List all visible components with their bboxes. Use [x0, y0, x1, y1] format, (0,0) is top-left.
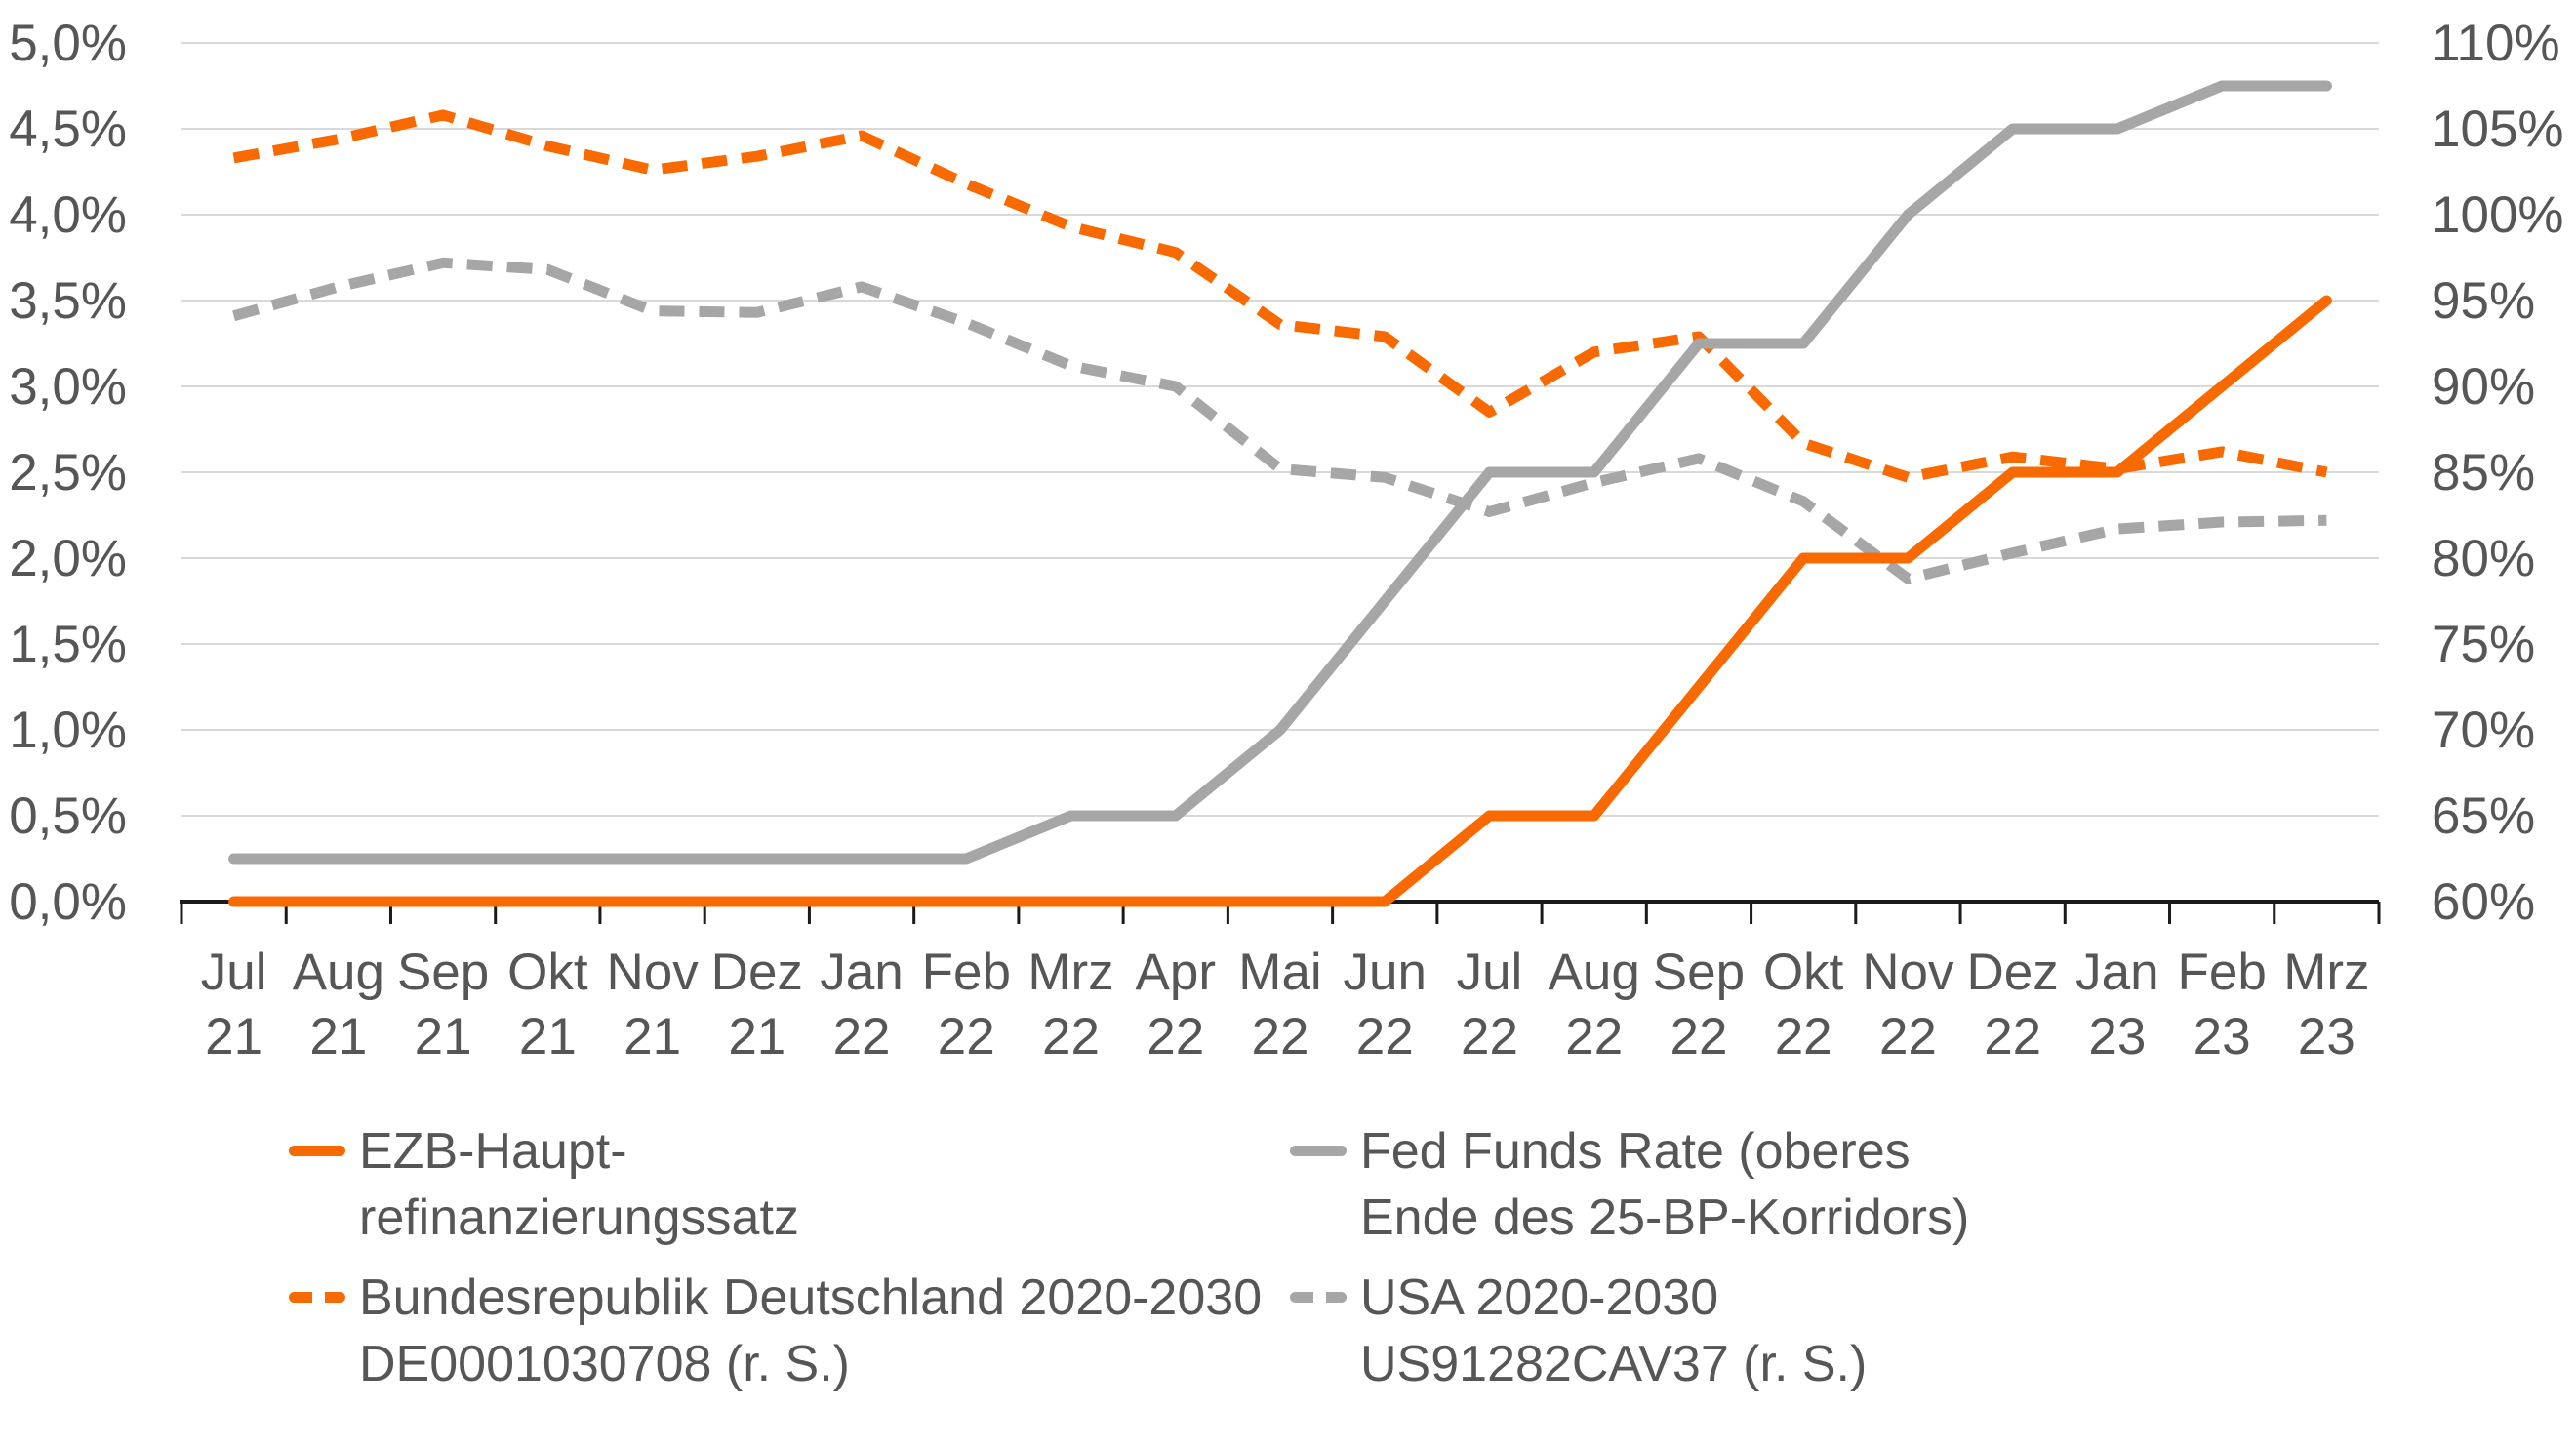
y-left-tick-label: 5,0% [9, 15, 127, 72]
x-tick-label-year: 22 [938, 1008, 995, 1066]
x-tick-label-month: Mrz [2283, 944, 2369, 1001]
x-tick-label-year: 22 [1461, 1008, 1518, 1066]
x-tick-label-year: 23 [2298, 1008, 2355, 1066]
x-tick-label-month: Jun [1344, 944, 1427, 1001]
x-tick-label-month: Feb [922, 944, 1011, 1001]
x-tick-label-month: Jan [820, 944, 903, 1001]
y-left-tick-label: 4,5% [9, 101, 127, 158]
x-tick-label-year: 21 [624, 1008, 681, 1066]
gridlines [181, 42, 2379, 817]
x-tick-label-month: Okt [507, 944, 588, 1001]
y-right-tick-label: 80% [2432, 530, 2535, 587]
y-right-tick-label: 85% [2432, 444, 2535, 502]
x-tick-label-year: 21 [519, 1008, 577, 1066]
series-line-ezb-hauptrefinanzierungssatz [228, 295, 2332, 907]
x-tick-label-month: Apr [1136, 944, 1216, 1001]
x-tick-label-year: 21 [309, 1008, 367, 1066]
series-line-fed-funds-rate [228, 80, 2332, 865]
y-right-tick-label: 65% [2432, 787, 2535, 845]
x-tick-label-year: 23 [2088, 1008, 2146, 1066]
x-tick-label-month: Aug [1549, 944, 1640, 1001]
x-tick-label-year: 22 [1042, 1008, 1100, 1066]
x-tick-label-year: 22 [1147, 1008, 1204, 1066]
y-left-tick-label: 4,0% [9, 186, 127, 244]
x-tick-label-year: 21 [415, 1008, 472, 1066]
x-tick-label-year: 22 [1356, 1008, 1414, 1066]
y-axis-right-labels: 60% 65% 70% 75% 80% 85% 90% 95% 100% 105% 110% [2432, 15, 2564, 931]
y-left-tick-label: 3,0% [9, 358, 127, 416]
x-tick-label-month: Nov [1862, 944, 1954, 1001]
x-tick-label-year: 22 [1879, 1008, 1937, 1066]
x-tick-label-month: Mrz [1027, 944, 1113, 1001]
x-tick-label-month: Feb [2177, 944, 2266, 1001]
y-left-tick-label: 1,0% [9, 702, 127, 759]
x-axis-labels: Jul 21 Aug 21 Sep 21 Okt 21 Nov 21 Dez 21 Jan 22 Feb 22… [201, 944, 2370, 1066]
y-right-tick-label: 110% [2432, 15, 2560, 72]
y-right-tick-label: 100% [2432, 186, 2564, 244]
y-right-tick-label: 75% [2432, 616, 2535, 673]
x-tick-label-month: Sep [1653, 944, 1745, 1001]
x-tick-label-month: Nov [606, 944, 699, 1001]
x-tick-label-year: 22 [1565, 1008, 1623, 1066]
x-tick-label-year: 22 [1984, 1008, 2041, 1066]
x-tick-label-year: 22 [1252, 1008, 1309, 1066]
y-right-tick-label: 60% [2432, 873, 2535, 931]
series-lines [228, 80, 2332, 907]
y-right-tick-label: 95% [2432, 272, 2535, 330]
x-tick-label-month: Jul [201, 944, 267, 1001]
x-tick-label-month: Jul [1457, 944, 1523, 1001]
series-line-de-bund-2020-2030 [232, 109, 2328, 483]
x-tick-label-month: Mai [1238, 944, 1321, 1001]
x-tick-label-month: Dez [1967, 944, 2059, 1001]
x-tick-label-year: 22 [1670, 1008, 1727, 1066]
y-left-tick-label: 2,0% [9, 530, 127, 587]
x-tick-label-month: Aug [293, 944, 384, 1001]
y-left-tick-label: 3,5% [9, 272, 127, 330]
x-tick-label-year: 23 [2194, 1008, 2251, 1066]
y-right-tick-label: 90% [2432, 358, 2535, 416]
x-tick-label-month: Jan [2075, 944, 2158, 1001]
y-right-tick-label: 70% [2432, 702, 2535, 759]
x-tick-label-year: 22 [833, 1008, 891, 1066]
x-tick-label-month: Sep [397, 944, 489, 1001]
y-right-tick-label: 105% [2432, 101, 2564, 158]
y-left-tick-label: 0,5% [9, 787, 127, 845]
x-tick-label-month: Okt [1763, 944, 1844, 1001]
x-tick-label-year: 22 [1775, 1008, 1832, 1066]
y-left-tick-label: 2,5% [9, 444, 127, 502]
x-tick-label-year: 21 [205, 1008, 262, 1066]
y-left-tick-label: 1,5% [9, 616, 127, 673]
x-tick-label-month: Dez [711, 944, 803, 1001]
y-left-tick-label: 0,0% [9, 873, 127, 931]
series-line-usa-2020-2030 [232, 257, 2327, 584]
y-axis-left-labels: 0,0% 0,5% 1,0% 1,5% 2,0% 2,5% 3,0% 3,5% 4,0% 4,5%… [9, 15, 127, 931]
x-tick-label-year: 21 [728, 1008, 785, 1066]
